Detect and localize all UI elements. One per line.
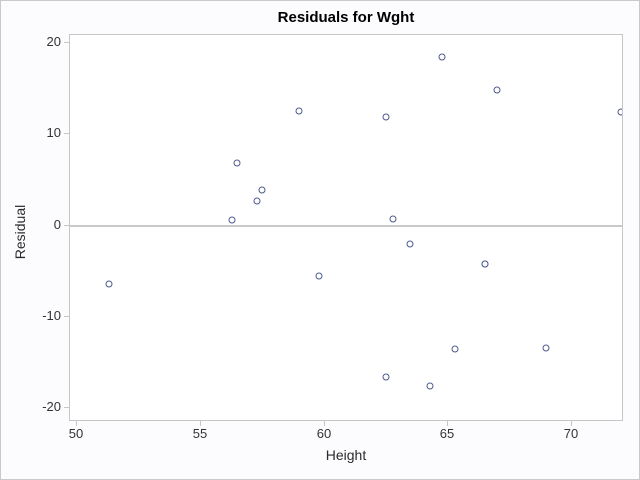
x-axis-tick xyxy=(200,421,201,426)
data-point xyxy=(617,108,622,116)
data-point xyxy=(438,53,446,61)
x-axis-tick xyxy=(76,421,77,426)
x-axis-tick xyxy=(447,421,448,426)
y-axis-tick xyxy=(64,225,69,226)
x-axis-label: Height xyxy=(325,447,367,463)
y-axis-tick xyxy=(64,316,69,317)
data-point xyxy=(233,159,241,167)
y-tick-label: 20 xyxy=(46,34,61,49)
data-point xyxy=(258,186,266,194)
y-axis-tick xyxy=(64,407,69,408)
data-point xyxy=(481,260,488,268)
y-tick-label: -10 xyxy=(42,308,61,323)
data-point xyxy=(228,216,236,224)
data-point xyxy=(253,197,261,205)
y-axis-tick xyxy=(64,133,69,134)
x-tick-label: 60 xyxy=(316,426,332,441)
x-tick-label: 55 xyxy=(192,426,208,441)
data-point xyxy=(451,345,459,353)
y-tick-label: 0 xyxy=(53,217,61,232)
data-point xyxy=(105,280,113,288)
x-axis-tick xyxy=(324,421,325,426)
y-tick-label: 10 xyxy=(46,125,61,140)
plot-area xyxy=(69,34,623,421)
data-point xyxy=(426,382,434,390)
x-tick-label: 70 xyxy=(563,426,579,441)
x-tick-label: 65 xyxy=(439,426,455,441)
data-point xyxy=(389,215,397,223)
zero-reference-line xyxy=(70,224,622,227)
chart-title: Residuals for Wght xyxy=(277,9,415,26)
data-point xyxy=(295,107,303,115)
data-point xyxy=(542,344,550,352)
x-axis-tick xyxy=(571,421,572,426)
y-tick-label: -20 xyxy=(42,399,61,414)
y-axis-label: Residual xyxy=(12,204,28,260)
data-point xyxy=(493,86,501,94)
y-axis-tick xyxy=(64,42,69,43)
x-tick-label: 50 xyxy=(68,426,84,441)
data-point xyxy=(406,240,414,248)
data-point xyxy=(315,272,323,280)
data-point xyxy=(382,113,390,121)
data-point xyxy=(382,373,390,381)
